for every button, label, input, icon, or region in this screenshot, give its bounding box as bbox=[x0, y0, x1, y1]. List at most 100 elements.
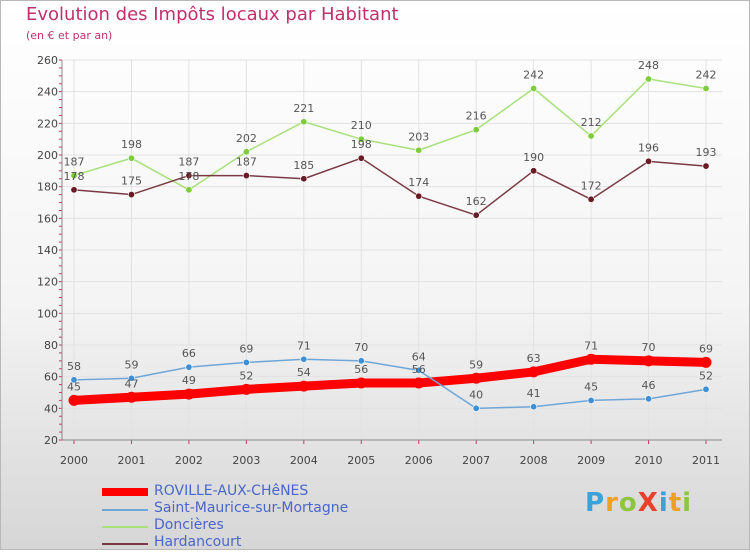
data-label: 52 bbox=[699, 369, 713, 382]
data-label: 193 bbox=[696, 146, 717, 159]
data-point bbox=[415, 146, 423, 154]
y-tick-label: 20 bbox=[44, 434, 58, 447]
data-point bbox=[702, 162, 710, 170]
data-label: 178 bbox=[64, 170, 85, 183]
data-point bbox=[127, 374, 135, 382]
data-point bbox=[702, 385, 710, 393]
y-tick-label: 80 bbox=[44, 339, 58, 352]
data-label: 59 bbox=[469, 358, 483, 371]
data-point bbox=[702, 85, 710, 93]
data-point bbox=[183, 388, 195, 400]
data-label: 242 bbox=[696, 69, 717, 82]
data-label: 198 bbox=[121, 138, 142, 151]
data-point bbox=[70, 376, 78, 384]
data-label: 40 bbox=[469, 388, 483, 401]
data-point bbox=[357, 154, 365, 162]
data-label: 69 bbox=[699, 342, 713, 355]
data-label: 59 bbox=[124, 358, 138, 371]
legend-swatch-doncieres bbox=[102, 526, 148, 528]
data-point bbox=[185, 186, 193, 194]
x-tick-label: 2007 bbox=[462, 454, 490, 467]
y-tick-label: 160 bbox=[37, 212, 58, 225]
x-tick-label: 2006 bbox=[405, 454, 433, 467]
data-label: 45 bbox=[584, 380, 598, 393]
x-tick-label: 2001 bbox=[117, 454, 145, 467]
data-point bbox=[413, 377, 425, 389]
data-point bbox=[300, 175, 308, 183]
data-label: 203 bbox=[408, 130, 429, 143]
data-label: 46 bbox=[642, 379, 656, 392]
data-label: 175 bbox=[121, 175, 142, 188]
data-point bbox=[530, 167, 538, 175]
series-line-1 bbox=[73, 358, 707, 410]
x-tick-label: 2004 bbox=[290, 454, 318, 467]
data-label: 248 bbox=[638, 59, 659, 72]
legend-label-roville: ROVILLE-AUX-CHêNES bbox=[154, 483, 309, 499]
data-label: 47 bbox=[124, 377, 138, 390]
data-label: 49 bbox=[182, 374, 196, 387]
data-label: 45 bbox=[67, 380, 81, 393]
data-point bbox=[587, 396, 595, 404]
data-point bbox=[357, 135, 365, 143]
data-label: 190 bbox=[523, 151, 544, 164]
data-label: 54 bbox=[297, 366, 311, 379]
data-label: 202 bbox=[236, 132, 257, 145]
legend-label-saint-maurice: Saint-Maurice-sur-Mortagne bbox=[154, 500, 349, 516]
data-label: 63 bbox=[527, 352, 541, 365]
data-point bbox=[415, 366, 423, 374]
data-label: 70 bbox=[642, 341, 656, 354]
chart-title: Evolution des Impôts locaux par Habitant bbox=[26, 4, 399, 25]
data-label: 69 bbox=[239, 342, 253, 355]
data-point bbox=[70, 172, 78, 180]
data-label: 56 bbox=[412, 363, 426, 376]
data-point bbox=[700, 356, 712, 368]
chart-subtitle: (en € et par an) bbox=[26, 29, 113, 42]
data-point bbox=[528, 366, 540, 378]
data-label: 172 bbox=[581, 179, 602, 192]
data-point bbox=[185, 172, 193, 180]
data-label: 242 bbox=[523, 69, 544, 82]
data-label: 187 bbox=[178, 156, 199, 169]
x-tick-label: 2003 bbox=[232, 454, 260, 467]
data-label: 196 bbox=[638, 141, 659, 154]
data-point bbox=[240, 383, 252, 395]
legend-label-doncieres: Doncières bbox=[154, 517, 224, 533]
logo-letter: P bbox=[585, 488, 606, 518]
data-point bbox=[530, 85, 538, 93]
proxiti-logo: ProXiti bbox=[585, 488, 692, 518]
data-label: 66 bbox=[182, 347, 196, 360]
data-label: 187 bbox=[236, 156, 257, 169]
data-point bbox=[585, 353, 597, 365]
x-tick-label: 2002 bbox=[175, 454, 203, 467]
data-label: 185 bbox=[293, 159, 314, 172]
y-tick-label: 40 bbox=[44, 402, 58, 415]
data-point bbox=[127, 191, 135, 199]
data-point bbox=[530, 403, 538, 411]
y-tick-label: 120 bbox=[37, 276, 58, 289]
data-label: 216 bbox=[466, 110, 487, 123]
legend-swatch-roville bbox=[102, 488, 148, 496]
y-tick-label: 60 bbox=[44, 371, 58, 384]
data-point bbox=[645, 157, 653, 165]
y-tick-label: 240 bbox=[37, 86, 58, 99]
data-label: 178 bbox=[178, 170, 199, 183]
data-point bbox=[125, 391, 137, 403]
data-point bbox=[472, 211, 480, 219]
x-tick-label: 2010 bbox=[635, 454, 663, 467]
x-tick-label: 2009 bbox=[577, 454, 605, 467]
data-label: 212 bbox=[581, 116, 602, 129]
data-label: 198 bbox=[351, 138, 372, 151]
data-label: 64 bbox=[412, 350, 426, 363]
y-tick-label: 220 bbox=[37, 117, 58, 130]
data-point bbox=[587, 132, 595, 140]
x-tick-label: 2011 bbox=[692, 454, 720, 467]
x-tick-label: 2005 bbox=[347, 454, 375, 467]
data-label: 221 bbox=[293, 102, 314, 115]
data-point bbox=[355, 377, 367, 389]
y-tick-label: 100 bbox=[37, 307, 58, 320]
data-point bbox=[415, 192, 423, 200]
x-tick-label: 2000 bbox=[60, 454, 88, 467]
data-point bbox=[298, 380, 310, 392]
data-point bbox=[242, 148, 250, 156]
